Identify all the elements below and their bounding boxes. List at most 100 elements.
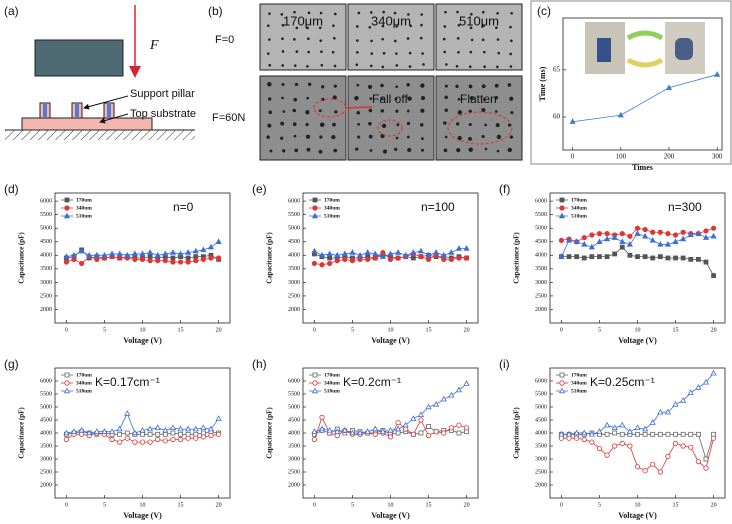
- series-line: [572, 74, 718, 123]
- y-tick-label: 2000: [535, 307, 547, 313]
- photo-dot: [422, 63, 425, 66]
- legend-label: 510um: [324, 388, 340, 394]
- photo-dot: [445, 63, 448, 66]
- marker: [410, 249, 417, 255]
- photo-dot: [293, 134, 297, 138]
- photo-dot: [457, 135, 462, 141]
- x-axis-label: Voltage (V): [123, 336, 162, 345]
- photo-dot: [443, 25, 447, 28]
- y-tick-label: 5000: [535, 226, 547, 232]
- photo-dot: [293, 38, 296, 41]
- photo-dot: [381, 37, 384, 41]
- photo-dot: [456, 148, 461, 153]
- marker: [596, 428, 603, 434]
- marker: [418, 254, 424, 260]
- photo-dot: [469, 50, 473, 54]
- marker: [193, 435, 199, 441]
- photo-dot: [268, 63, 272, 67]
- marker: [410, 255, 416, 261]
- marker: [581, 235, 587, 241]
- marker: [124, 410, 131, 416]
- marker: [581, 429, 588, 436]
- marker: [665, 431, 671, 437]
- x-tick-label: 100: [616, 153, 627, 161]
- y-tick-label: 5500: [288, 391, 300, 397]
- force-label: F: [149, 38, 159, 53]
- photo-dot: [406, 82, 410, 87]
- photo-dot: [456, 122, 460, 126]
- marker: [131, 429, 138, 436]
- marker: [703, 465, 709, 471]
- photo-dot: [306, 147, 311, 152]
- marker: [619, 238, 626, 244]
- marker: [558, 253, 565, 259]
- marker: [558, 430, 565, 437]
- y-tick-label: 3000: [288, 280, 300, 286]
- marker: [318, 251, 326, 258]
- marker: [604, 254, 610, 260]
- marker: [193, 258, 199, 264]
- legend-label: 510um: [324, 213, 340, 219]
- y-tick-label: 5500: [535, 212, 547, 218]
- x-tick-label: 15: [426, 502, 432, 508]
- marker: [440, 251, 447, 258]
- marker: [341, 426, 348, 433]
- annotation: n=300: [668, 200, 702, 214]
- marker: [688, 444, 694, 450]
- marker: [70, 251, 78, 258]
- marker: [193, 254, 199, 260]
- inset-bend: [626, 57, 664, 68]
- marker: [364, 249, 371, 255]
- marker: [581, 255, 587, 261]
- marker: [581, 436, 587, 443]
- photo-dot: [510, 39, 513, 43]
- marker: [456, 430, 462, 436]
- photo-dot: [357, 122, 360, 126]
- marker: [596, 238, 603, 244]
- photo-dot: [281, 83, 285, 87]
- marker: [387, 426, 394, 433]
- photo-dot: [419, 36, 423, 40]
- marker: [349, 249, 356, 255]
- marker: [627, 252, 633, 258]
- marker: [402, 251, 409, 258]
- y-axis-label: Capacitance (pF): [266, 407, 274, 459]
- marker: [650, 431, 656, 437]
- legend-label: 170um: [571, 372, 587, 378]
- photo-dot: [395, 85, 399, 89]
- marker: [124, 251, 131, 258]
- marker: [365, 256, 371, 262]
- marker: [342, 256, 348, 262]
- photo-dot: [469, 26, 473, 30]
- photo-dot: [307, 50, 310, 54]
- photo-dot: [370, 52, 374, 55]
- x-tick-label: 20: [711, 502, 717, 508]
- legend-label: 340um: [76, 205, 92, 211]
- marker: [566, 254, 572, 260]
- y-axis-label: Capacitance (pF): [18, 407, 26, 459]
- photo-dot: [482, 24, 485, 28]
- inset-photo: [597, 38, 611, 62]
- y-tick-label: 4000: [40, 430, 52, 436]
- x-tick-label: 15: [178, 502, 184, 508]
- marker: [200, 434, 206, 440]
- photo-dot: [380, 97, 384, 101]
- photo-dot: [420, 23, 423, 27]
- x-axis-label: Times: [632, 163, 653, 172]
- y-tick-label: 3000: [40, 280, 52, 286]
- photo-dot: [468, 65, 472, 68]
- x-tick-label: 15: [426, 327, 432, 333]
- photo-dot: [307, 82, 312, 87]
- photo-dot: [294, 82, 299, 87]
- marker: [63, 429, 70, 436]
- marker: [185, 255, 191, 261]
- y-tick-label: 5000: [535, 404, 547, 410]
- marker: [626, 428, 633, 434]
- photo-dot: [443, 50, 446, 54]
- marker: [574, 435, 580, 441]
- marker: [78, 426, 85, 433]
- photo-dot: [382, 149, 388, 154]
- marker: [573, 429, 580, 436]
- marker: [635, 254, 640, 260]
- y-tick-label: 4500: [535, 239, 547, 245]
